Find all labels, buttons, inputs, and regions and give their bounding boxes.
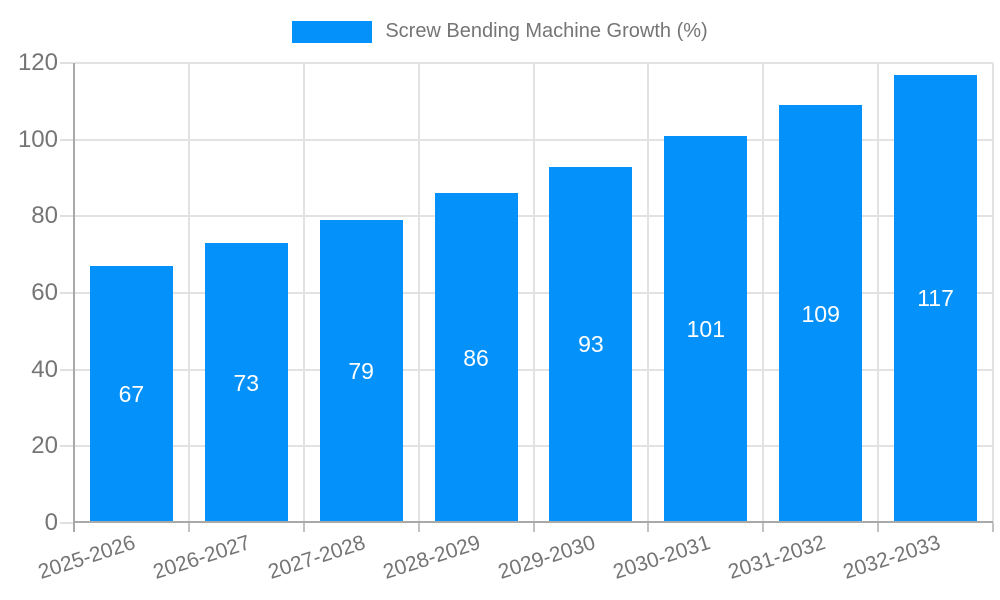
- x-tick-mark: [187, 523, 190, 532]
- x-axis-tick-label: 2032-2033: [840, 531, 943, 584]
- bar-value-label: 109: [801, 300, 840, 327]
- plot-area: 67 73 79 86 93 101 109 117: [60, 62, 994, 532]
- y-tick-mark: [60, 292, 73, 294]
- y-axis-tick-label: 80: [31, 202, 58, 230]
- bar[interactable]: 79: [319, 220, 403, 523]
- y-axis-tick-label: 20: [31, 432, 58, 460]
- y-tick-mark: [60, 368, 73, 371]
- y-axis-tick-label: 120: [17, 49, 58, 76]
- bar[interactable]: 73: [204, 243, 288, 523]
- y-axis-tick-label: 60: [31, 279, 58, 306]
- v-gridline: [417, 63, 420, 523]
- legend-swatch: [292, 20, 373, 43]
- bar-value-label: 67: [118, 381, 145, 408]
- y-tick-mark: [60, 215, 73, 218]
- v-gridline: [762, 63, 765, 523]
- y-tick-mark: [60, 62, 73, 64]
- y-tick-mark: [60, 445, 73, 448]
- bar-value-label: 79: [348, 358, 374, 385]
- y-tick-mark: [60, 138, 73, 141]
- bar[interactable]: 67: [89, 266, 173, 523]
- bar[interactable]: 93: [549, 166, 633, 523]
- x-axis-tick-label: 2030-2031: [610, 531, 713, 584]
- x-tick-mark: [73, 523, 75, 532]
- legend[interactable]: Screw Bending Machine Growth (%): [0, 20, 1000, 43]
- bar[interactable]: 86: [434, 193, 518, 523]
- v-gridline: [302, 63, 305, 523]
- bar-value-label: 93: [578, 331, 604, 358]
- y-axis-line: [73, 63, 75, 523]
- v-gridline: [532, 63, 535, 523]
- v-gridline: [187, 63, 190, 523]
- bar[interactable]: 109: [779, 105, 863, 523]
- y-axis-tick-label: 0: [44, 509, 58, 536]
- x-axis-tick-label: 2025-2026: [35, 531, 139, 584]
- v-gridline: [647, 63, 650, 523]
- x-tick-mark: [302, 523, 305, 532]
- y-axis-tick-label: 40: [31, 355, 58, 383]
- y-tick-mark: [60, 522, 73, 524]
- x-axis-tick-label: 2027-2028: [265, 531, 369, 584]
- legend-label: Screw Bending Machine Growth (%): [385, 20, 708, 42]
- x-tick-mark: [762, 523, 765, 532]
- x-tick-mark: [532, 523, 535, 532]
- x-tick-mark: [992, 523, 994, 532]
- x-tick-mark: [417, 523, 420, 532]
- bar[interactable]: 101: [664, 135, 748, 523]
- y-axis-tick-label: 100: [17, 125, 58, 153]
- x-axis-tick-label: 2029-2030: [495, 531, 599, 584]
- v-gridline: [992, 63, 994, 523]
- x-axis-tick-label: 2028-2029: [380, 531, 484, 584]
- bar[interactable]: 117: [894, 74, 978, 523]
- x-axis-tick-label: 2026-2027: [150, 531, 254, 584]
- x-tick-mark: [647, 523, 650, 532]
- bar-value-label: 117: [917, 285, 954, 312]
- bar-value-label: 73: [233, 369, 260, 396]
- x-axis-tick-label: 2031-2032: [725, 531, 828, 584]
- x-tick-mark: [877, 523, 880, 532]
- bar-value-label: 101: [686, 315, 725, 342]
- bar-value-label: 86: [463, 344, 489, 371]
- v-gridline: [877, 63, 880, 523]
- x-axis-line: [74, 521, 993, 523]
